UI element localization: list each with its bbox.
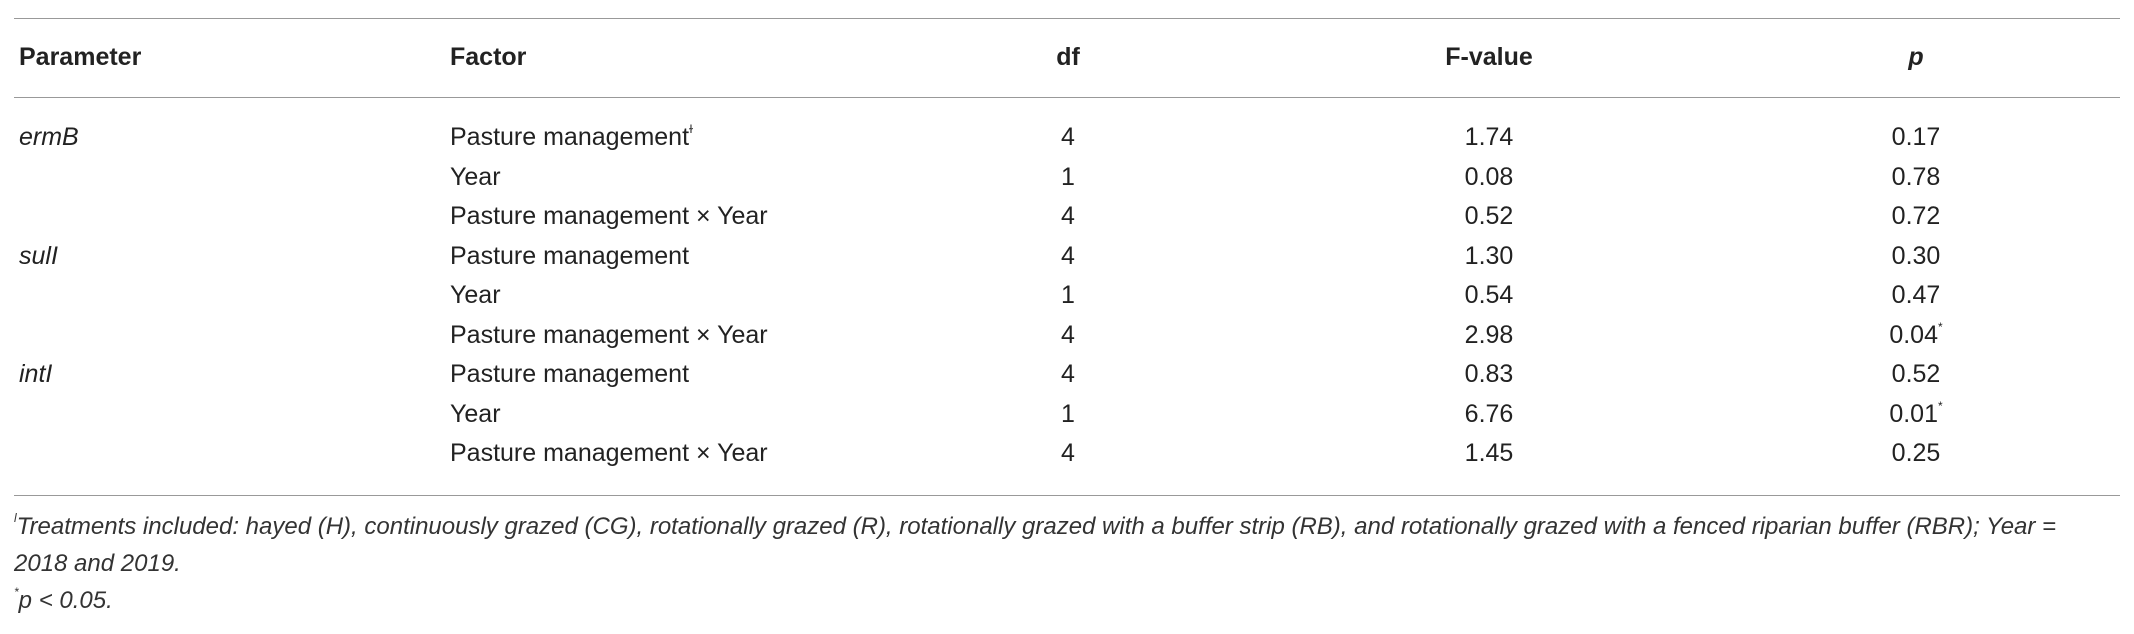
parameter-cell: sulI	[19, 241, 58, 271]
footnote-text: Treatments included: hayed (H), continuo…	[14, 513, 2057, 577]
df-cell: 4	[1061, 359, 1075, 389]
p: 0.47	[1891, 281, 1941, 309]
footnote: *p < 0.05.	[14, 582, 2114, 619]
factor-cell: Pasture management × Year	[450, 320, 768, 350]
f-value: 6.76	[1464, 399, 1514, 428]
header-cell: p	[1908, 43, 1924, 71]
p-cell: 0.01*	[1889, 399, 1942, 429]
header-cell: Factor	[450, 43, 527, 71]
factor: Pasture management × Year	[450, 320, 768, 349]
p: 0.72	[1891, 202, 1941, 230]
df: 4	[1061, 320, 1075, 349]
df: 1	[1061, 399, 1075, 428]
header-cell: df	[1056, 43, 1080, 71]
f-value: 1.30	[1464, 241, 1514, 270]
df-cell: 1	[1061, 399, 1075, 429]
factor-cell: Pasture management × Year	[450, 438, 768, 468]
df: 4	[1061, 241, 1075, 270]
factor: Year	[450, 399, 501, 428]
f-value: 0.52	[1464, 202, 1514, 230]
factor: Pasture management	[450, 123, 690, 151]
df-cell: 4	[1061, 201, 1075, 231]
footnote: ɫTreatments included: hayed (H), continu…	[14, 508, 2114, 582]
p: 0.01	[1889, 399, 1938, 428]
f-value: 0.83	[1464, 360, 1514, 388]
p-cell: 0.17	[1892, 122, 1941, 152]
df-cell: 1	[1061, 280, 1075, 310]
parameter-cell: intI	[19, 359, 52, 389]
f-value: 1.45	[1464, 439, 1514, 467]
p-cell: 0.78	[1892, 162, 1941, 192]
factor: Pasture management × Year	[450, 202, 768, 230]
df-cell: 4	[1061, 320, 1075, 350]
f-value-cell: 0.54	[1465, 280, 1514, 310]
df: 4	[1061, 202, 1075, 230]
factor-cell: Pasture management	[450, 241, 689, 271]
df-cell: 1	[1061, 162, 1075, 192]
df: 4	[1061, 439, 1075, 467]
footnote-marker: *	[14, 585, 19, 599]
f-value: 2.98	[1464, 320, 1514, 349]
p: 0.04	[1889, 320, 1938, 349]
parameter: sulI	[19, 241, 58, 270]
factor-cell: Pasture management	[450, 359, 689, 389]
f-value-cell: 1.45	[1465, 438, 1514, 468]
p: 0.52	[1891, 360, 1941, 388]
df: 1	[1061, 281, 1075, 309]
footnote-marker: ɫ	[14, 511, 17, 525]
parameter-cell: ermB	[19, 122, 79, 152]
factor-cell: Year	[450, 280, 501, 310]
header-cell: Parameter	[19, 43, 142, 71]
f-value-cell: 1.74	[1465, 122, 1514, 152]
p: 0.30	[1891, 241, 1941, 270]
top-rule	[14, 18, 2120, 19]
df: 4	[1061, 360, 1075, 388]
factor-cell: Year	[450, 162, 501, 192]
df: 1	[1061, 162, 1075, 191]
note-marker: *	[1938, 398, 1943, 413]
bottom-rule	[14, 495, 2120, 496]
note-marker: *	[1938, 319, 1943, 334]
f-value: 0.54	[1464, 281, 1514, 309]
f-value-cell: 6.76	[1465, 399, 1514, 429]
factor-cell: Pasture managementɫ	[450, 122, 693, 152]
factor: Pasture management	[450, 360, 690, 388]
p: 0.17	[1891, 123, 1941, 151]
footnotes: ɫTreatments included: hayed (H), continu…	[14, 508, 2114, 619]
p: 0.78	[1891, 162, 1941, 191]
p-cell: 0.04*	[1889, 320, 1942, 350]
p-cell: 0.25	[1892, 438, 1941, 468]
df-cell: 4	[1061, 122, 1075, 152]
p-cell: 0.72	[1892, 201, 1941, 231]
f-value-cell: 1.30	[1465, 241, 1514, 271]
df-cell: 4	[1061, 241, 1075, 271]
f-value-cell: 0.83	[1465, 359, 1514, 389]
f-value: 0.08	[1464, 162, 1514, 191]
factor-cell: Pasture management × Year	[450, 201, 768, 231]
f-value-cell: 0.52	[1465, 201, 1514, 231]
p-cell: 0.30	[1892, 241, 1941, 271]
p: 0.25	[1891, 439, 1941, 467]
parameter: intI	[19, 360, 53, 388]
factor-cell: Year	[450, 399, 501, 429]
footnote-text: p < 0.05.	[18, 587, 113, 614]
df: 4	[1061, 123, 1075, 151]
header-rule	[14, 97, 2120, 98]
p-cell: 0.47	[1892, 280, 1941, 310]
f-value: 1.74	[1464, 123, 1514, 151]
factor: Year	[450, 281, 501, 309]
df-cell: 4	[1061, 438, 1075, 468]
f-value-cell: 0.08	[1465, 162, 1514, 192]
factor: Pasture management	[450, 241, 690, 270]
factor: Year	[450, 162, 501, 191]
p-cell: 0.52	[1892, 359, 1941, 389]
factor: Pasture management × Year	[450, 439, 768, 467]
parameter: ermB	[19, 123, 79, 151]
note-marker: ɫ	[689, 122, 693, 136]
f-value-cell: 2.98	[1465, 320, 1514, 350]
header-cell: F-value	[1445, 43, 1533, 71]
